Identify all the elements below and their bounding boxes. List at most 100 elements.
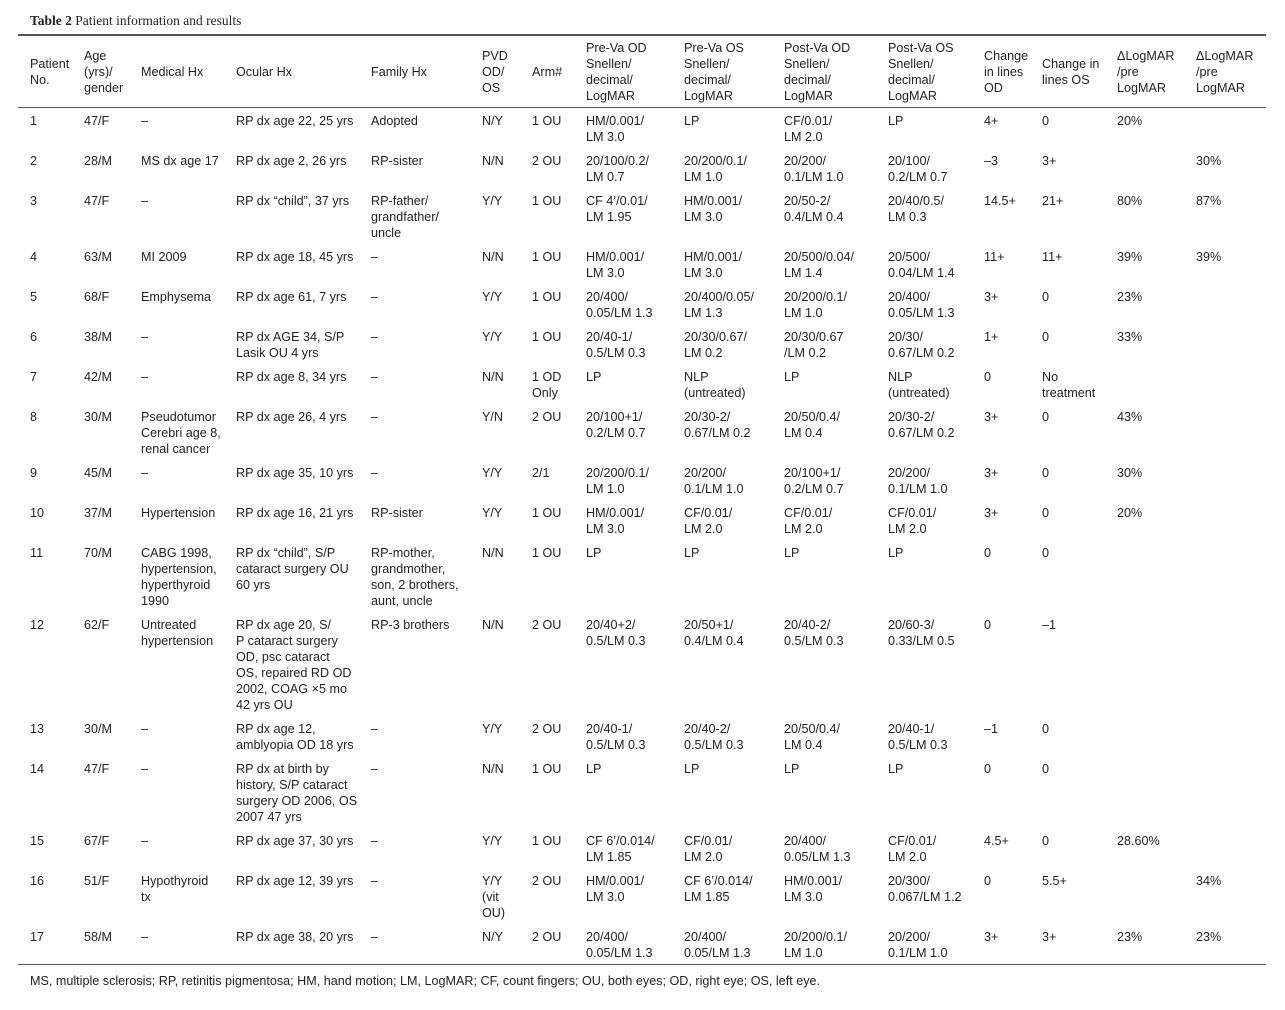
table-cell: –	[141, 370, 149, 384]
column-header: Change in lines OS	[1042, 57, 1100, 87]
table-cell: RP dx age 8, 34 yrs	[236, 370, 347, 384]
table-cell: CF/0.01/ LM 2.0	[784, 506, 833, 536]
table-cell: 4	[30, 250, 38, 264]
table-cell: 20/100/ 0.2/LM 0.7	[888, 154, 948, 184]
table-cell	[1196, 460, 1266, 500]
table-cell: RP dx age 12, 39 yrs	[236, 874, 354, 888]
table-cell: 15	[30, 834, 45, 848]
table-cell	[1196, 716, 1266, 756]
table-cell: 20/50/0.4/ LM 0.4	[784, 722, 841, 752]
table-cell: LP	[888, 546, 904, 560]
table-cell: 20/200/ 0.1/LM 1.0	[888, 466, 948, 496]
table-cell: 0	[1042, 410, 1050, 424]
table-cell	[1196, 540, 1266, 612]
column-header: ΔLogMAR /pre LogMAR	[1117, 49, 1175, 95]
column-header: Post-Va OS Snellen/ decimal/ LogMAR	[888, 41, 954, 103]
table-cell: 47/F	[84, 194, 110, 208]
table-cell: 11	[30, 546, 44, 560]
table-cell: N/N	[482, 546, 504, 560]
table-cell: CF 6’/0.014/ LM 1.85	[684, 874, 753, 904]
table-cell: 0	[984, 370, 992, 384]
table-cell: RP dx “child”, S/P cataract surgery OU 6…	[236, 546, 349, 592]
table-cell: RP dx age 61, 7 yrs	[236, 290, 347, 304]
table-cell: 30%	[1196, 154, 1222, 168]
table-cell: N/N	[482, 762, 504, 776]
table-cell: Y/Y	[482, 194, 503, 208]
table-cell: –	[141, 834, 149, 848]
table-cell	[1196, 284, 1266, 324]
table-cell: 2 OU	[532, 874, 562, 888]
table-cell: LP	[586, 762, 602, 776]
table-cell: Y/Y (vit OU)	[482, 874, 506, 920]
table-cell: 20/30-2/ 0.67/LM 0.2	[684, 410, 751, 440]
table-cell: 39%	[1196, 250, 1222, 264]
table-cell: RP dx age 22, 25 yrs	[236, 114, 354, 128]
table-cell: 14.5+	[984, 194, 1016, 208]
table-row: 13 30/M – RP dx age 12, amblyopia OD 18 yrs…	[18, 716, 1266, 756]
column-header: Pre-Va OS Snellen/ decimal/ LogMAR	[684, 41, 744, 103]
table-cell	[1196, 404, 1266, 460]
table-cell: 63/M	[84, 250, 112, 264]
column-header: Ocular Hx	[236, 65, 292, 79]
table-cell: 5	[30, 290, 38, 304]
table-cell: RP dx age 26, 4 yrs	[236, 410, 347, 424]
table-cell: 21+	[1042, 194, 1064, 208]
table-cell	[1196, 324, 1266, 364]
table-cell: 20/60-3/ 0.33/LM 0.5	[888, 618, 955, 648]
table-cell: 7	[30, 370, 38, 384]
table-cell: –	[371, 930, 379, 944]
table-cell: 20/400/0.05/ LM 1.3	[684, 290, 755, 320]
table-cell: Y/Y	[482, 722, 503, 736]
column-header: Pre-Va OD Snellen/ decimal/ LogMAR	[586, 41, 647, 103]
table-cell: 20/100+1/ 0.2/LM 0.7	[784, 466, 844, 496]
table-cell: 0	[1042, 114, 1050, 128]
table-cell: –	[371, 250, 379, 264]
table-cell: HM/0.001/ LM 3.0	[586, 874, 645, 904]
table-cell: LP	[888, 762, 904, 776]
table-cell: RP-mother, grandmother, son, 2 brothers,…	[371, 546, 459, 608]
table-cell: LP	[784, 370, 800, 384]
table-footnote: MS, multiple sclerosis; RP, retinitis pi…	[30, 974, 820, 988]
table-cell: LP	[586, 370, 602, 384]
table-cell: Y/Y	[482, 290, 503, 304]
table-cell: 20/400/ 0.05/LM 1.3	[784, 834, 851, 864]
table-cell: 0	[1042, 506, 1050, 520]
column-header: PVD OD/ OS	[482, 49, 508, 95]
table-cell: 1 OU	[532, 194, 562, 208]
table-cell: 1 OU	[532, 114, 562, 128]
table-cell: 11+	[1042, 250, 1063, 264]
table-cell: –	[371, 410, 379, 424]
table-cell: 1 OU	[532, 290, 562, 304]
table-cell: 20/40/0.5/ LM 0.3	[888, 194, 945, 224]
table-cell: –	[371, 370, 379, 384]
table-row: 2 28/M MS dx age 17 RP dx age 2, 26 yrs RP-s…	[18, 148, 1266, 188]
table-cell: RP dx age 12, amblyopia OD 18 yrs	[236, 722, 354, 752]
table-cell: 42/M	[84, 370, 112, 384]
table-cell: CF/0.01/ LM 2.0	[784, 114, 833, 144]
table-cell: 20/200/ 0.1/LM 1.0	[888, 930, 948, 960]
table-cell	[1117, 540, 1196, 612]
table-cell: 20/40-1/ 0.5/LM 0.3	[888, 722, 948, 752]
table-cell: 0	[1042, 722, 1050, 736]
table-row: 15 67/F – RP dx age 37, 30 yrs – Y/Y 1 OU CF 6’…	[18, 828, 1266, 868]
table-cell	[1196, 500, 1266, 540]
table-cell: 13	[30, 722, 45, 736]
table-cell: 1 OU	[532, 330, 562, 344]
table-cell: –	[371, 834, 379, 848]
table-cell: 20/50-2/ 0.4/LM 0.4	[784, 194, 844, 224]
table-cell: 20/30/0.67 /LM 0.2	[784, 330, 844, 360]
table-cell	[1196, 364, 1266, 404]
table-row: 1 47/F – RP dx age 22, 25 yrs Adopted N/Y 1 OU…	[18, 108, 1266, 149]
table-cell: 68/F	[84, 290, 110, 304]
table-cell	[1196, 756, 1266, 828]
table-cell: 4+	[984, 114, 999, 128]
table-cell: N/N	[482, 370, 504, 384]
table-cell: –	[141, 762, 149, 776]
table-cell: LP	[684, 114, 700, 128]
table-cell: 2 OU	[532, 618, 562, 632]
table-row: 17 58/M – RP dx age 38, 20 yrs – N/Y 2 OU 20/40…	[18, 924, 1266, 965]
table-cell: 20/50/0.4/ LM 0.4	[784, 410, 841, 440]
table-cell: RP dx age 35, 10 yrs	[236, 466, 354, 480]
table-cell: 20/200/ 0.1/LM 1.0	[784, 154, 844, 184]
table-cell: 20/400/ 0.05/LM 1.3	[888, 290, 955, 320]
